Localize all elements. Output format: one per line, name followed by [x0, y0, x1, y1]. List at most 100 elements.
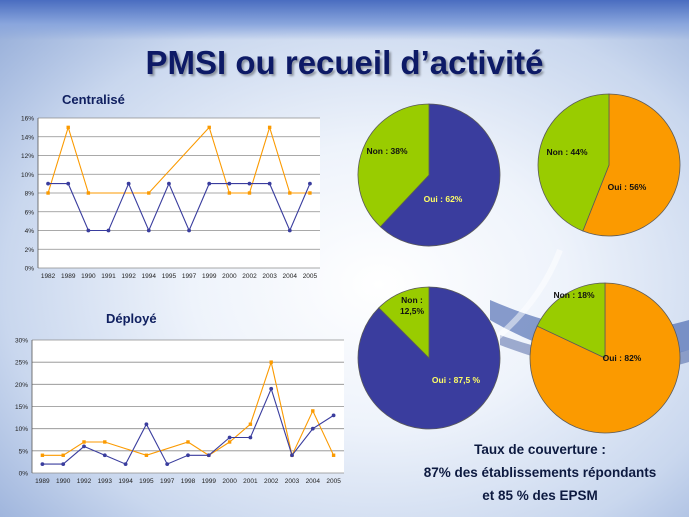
y-tick-label: 8%	[25, 191, 35, 198]
x-tick-label: 1994	[142, 273, 157, 280]
x-tick-label: 1990	[56, 478, 71, 485]
data-point	[146, 228, 151, 233]
y-tick-label: 14%	[21, 134, 34, 141]
data-point	[106, 228, 111, 233]
series-line	[48, 182, 311, 232]
y-tick-label: 12%	[21, 153, 34, 160]
data-point	[126, 181, 131, 186]
data-point	[186, 440, 190, 444]
x-tick-label: 1998	[181, 478, 196, 485]
pie-slice	[357, 103, 430, 228]
x-tick-label: 1989	[61, 273, 76, 280]
data-point	[82, 440, 86, 444]
data-point	[102, 453, 107, 458]
coverage-text: Taux de couverture : 87% des établisseme…	[390, 438, 689, 507]
data-point	[248, 422, 253, 426]
y-tick-label: 5%	[19, 448, 29, 455]
header-band	[0, 0, 689, 40]
chart-centralise: 0% 2% 4% 6% 8% 10% 12% 14% 16% 1982 1989 1990 1991 19…	[21, 116, 320, 280]
y-tick-label: 4%	[25, 228, 35, 235]
data-point	[287, 228, 292, 233]
x-tick-label: 1992	[77, 478, 92, 485]
data-point	[144, 453, 149, 457]
y-tick-label: 16%	[21, 116, 34, 123]
pie-label: Non :12,5%	[400, 295, 425, 316]
chart-deploye-title: Déployé	[106, 311, 157, 326]
data-point	[40, 453, 45, 457]
y-tick-label: 0%	[25, 266, 35, 273]
data-point	[167, 181, 171, 186]
y-tick-label: 10%	[21, 172, 34, 179]
pie-label: Oui : 87,5 %	[432, 375, 481, 385]
data-point	[207, 125, 211, 130]
data-point	[103, 440, 107, 444]
data-point	[227, 181, 232, 186]
x-tick-label: 2004	[306, 478, 321, 485]
x-tick-label: 1999	[202, 478, 217, 485]
data-point	[187, 228, 191, 233]
x-tick-label: 1992	[121, 273, 136, 280]
x-tick-label: 2001	[243, 478, 258, 485]
x-tick-label: 2000	[222, 478, 237, 485]
data-point	[40, 462, 45, 467]
data-point	[207, 181, 212, 186]
data-point	[206, 453, 211, 458]
pie-label: Non : 18%	[553, 290, 595, 300]
pie-slice	[379, 103, 501, 247]
pie-slice	[582, 93, 681, 237]
pie-deploye-blue: Oui : 87,5 % Non :12,5%	[357, 286, 501, 430]
x-tick-label: 1999	[202, 273, 217, 280]
data-point	[61, 462, 66, 467]
data-point	[310, 426, 315, 431]
data-point	[66, 181, 71, 186]
data-point	[86, 191, 91, 195]
pie-label: Oui : 56%	[608, 182, 647, 192]
page-title: PMSI ou recueil d’activité	[145, 44, 544, 81]
x-tick-label: 1997	[160, 478, 175, 485]
data-point	[288, 191, 292, 195]
coverage-line-1: Taux de couverture :	[474, 442, 606, 457]
data-point	[308, 191, 312, 195]
data-point	[123, 462, 128, 467]
data-point	[227, 440, 232, 444]
data-point	[186, 453, 190, 458]
data-point	[311, 409, 315, 413]
data-point	[46, 181, 50, 186]
data-point	[267, 181, 272, 186]
x-tick-label: 1994	[118, 478, 133, 485]
data-point	[331, 413, 336, 418]
data-point	[46, 191, 50, 195]
data-point	[248, 435, 253, 440]
y-tick-label: 15%	[15, 404, 28, 411]
data-point	[147, 191, 151, 195]
y-tick-label: 25%	[15, 360, 28, 367]
y-tick-label: 6%	[25, 209, 35, 216]
pie-slice	[536, 282, 606, 359]
coverage-line-3: et 85 % des EPSM	[482, 488, 598, 503]
x-tick-label: 1989	[35, 478, 50, 485]
x-tick-label: 2005	[303, 273, 318, 280]
x-tick-label: 2005	[326, 478, 341, 485]
data-point	[165, 462, 170, 467]
pie-centralise-orange: Oui : 56% Non : 44%	[537, 93, 681, 237]
data-point	[247, 191, 252, 195]
series-line	[47, 125, 310, 194]
data-point	[269, 386, 274, 391]
x-tick-label: 2003	[285, 478, 300, 485]
x-tick-label: 2000	[222, 273, 237, 280]
x-tick-label: 2003	[262, 273, 277, 280]
x-tick-label: 1995	[139, 478, 154, 485]
data-point	[267, 125, 272, 130]
data-point	[86, 228, 91, 233]
y-tick-label: 2%	[25, 247, 35, 254]
chart-centralise-title: Centralisé	[62, 92, 125, 107]
x-tick-label: 2002	[264, 478, 279, 485]
data-point	[331, 453, 336, 457]
x-tick-label: 1997	[182, 273, 197, 280]
data-point	[308, 181, 312, 186]
x-tick-label: 2002	[242, 273, 257, 280]
y-tick-label: 30%	[15, 338, 28, 345]
data-point	[144, 422, 149, 427]
x-tick-label: 1991	[101, 273, 116, 280]
chart-deploye: 0% 5% 10% 15% 20% 25% 30% 1989 1990 1992 1993 1994 1…	[15, 338, 344, 485]
